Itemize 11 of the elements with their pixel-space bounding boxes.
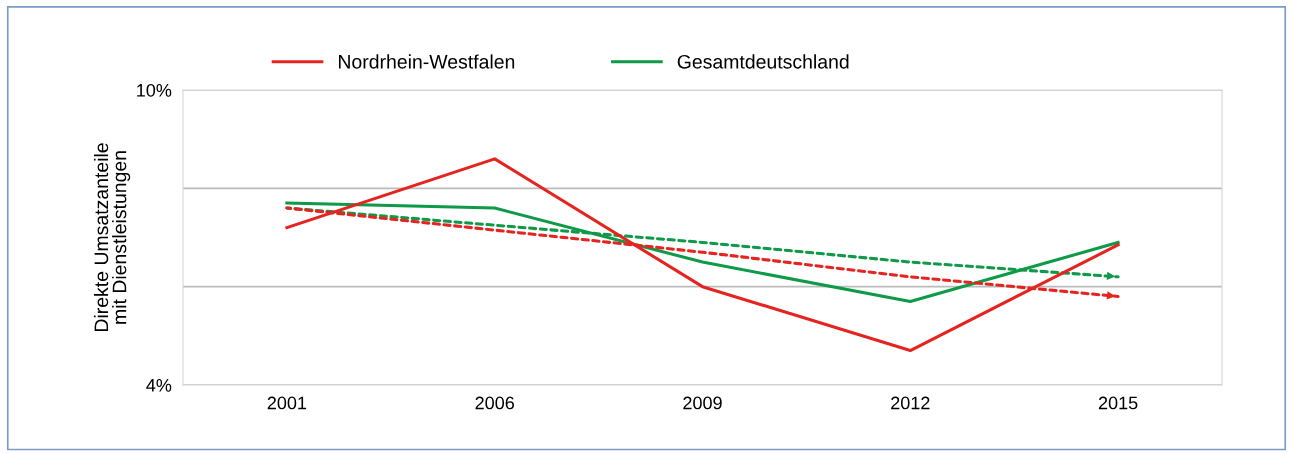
legend-label: Nordrhein-Westfalen	[338, 54, 515, 69]
x-tick-label: 2012	[891, 396, 930, 410]
x-tick-label: 2015	[1098, 396, 1138, 410]
y-tick-label: 4%	[146, 379, 172, 392]
line-series	[285, 157, 1120, 353]
y-tick-label: 10%	[137, 83, 172, 97]
legend-label: Gesamtdeutschland	[677, 54, 849, 69]
x-tick-label: 2009	[683, 396, 722, 410]
y-axis-title: Direkte Umsatzanteile mit Dienstleistungen	[93, 143, 131, 331]
x-tick-label: 2006	[475, 396, 514, 410]
x-tick-label: 2001	[267, 396, 307, 410]
